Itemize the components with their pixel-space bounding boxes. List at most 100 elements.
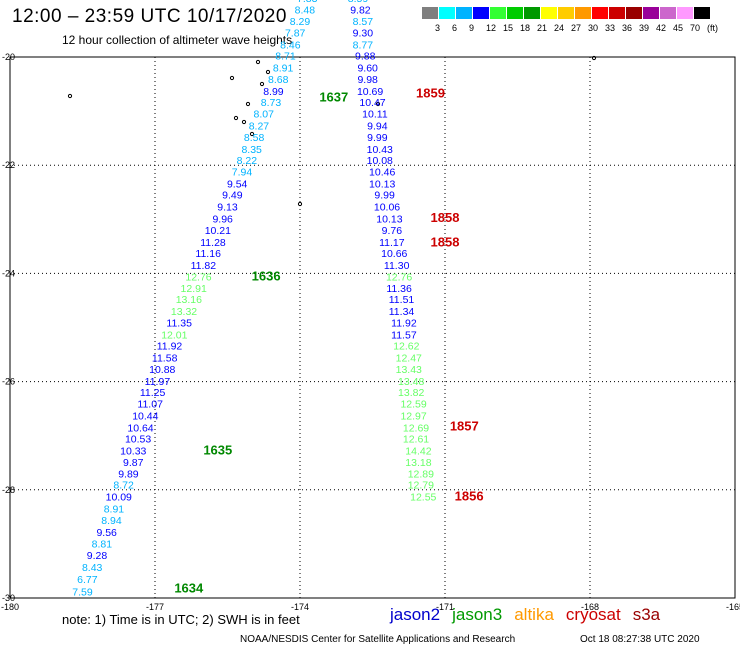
wave-height-label: 8.99 <box>263 86 284 98</box>
wave-height-label: 7.59 <box>72 586 93 598</box>
wave-height-label: 7.94 <box>232 166 253 178</box>
wave-height-label: 9.82 <box>350 5 371 17</box>
colorbar-swatch <box>524 7 540 19</box>
wave-height-label: 10.66 <box>381 248 407 260</box>
wave-height-label: 11.17 <box>379 237 405 249</box>
wave-height-label: 11.92 <box>391 317 417 329</box>
wave-height-label: 9.76 <box>382 225 403 237</box>
wave-height-label: 11.34 <box>389 306 415 318</box>
wave-height-label: 10.13 <box>376 214 402 226</box>
wave-height-label: 9.89 <box>118 468 139 480</box>
wave-height-label: 10.44 <box>132 410 158 422</box>
wave-height-label: 8.73 <box>261 97 282 109</box>
wave-height-label: 13.43 <box>396 364 422 376</box>
wave-height-label: 12.79 <box>408 480 434 492</box>
colorbar-label: 42 <box>656 23 667 33</box>
footnote: note: 1) Time is in UTC; 2) SWH is in fe… <box>62 612 300 627</box>
wave-height-label: 9.87 <box>123 457 144 469</box>
wave-height-label: 12.76 <box>386 271 412 283</box>
wave-height-label: 9.99 <box>367 132 388 144</box>
pass-time-label: 1859 <box>416 86 445 101</box>
wave-height-label: 12.55 <box>410 492 436 504</box>
x-tick-label: -171 <box>436 602 454 612</box>
wave-height-label: 8.22 <box>237 155 258 167</box>
page-title: 12:00 – 23:59 UTC 10/17/2020 <box>12 6 287 27</box>
wave-height-label: 8.29 <box>290 16 311 28</box>
wave-height-label: 11.92 <box>157 341 183 353</box>
wave-height-label: 12.69 <box>403 422 429 434</box>
wave-height-label: 9.13 <box>217 202 238 214</box>
wave-height-label: 13.48 <box>398 376 424 388</box>
island-outline <box>255 59 261 65</box>
wave-height-label: 11.82 <box>191 260 217 272</box>
colorbar-label: 6 <box>452 23 458 33</box>
wave-height-label: 12.97 <box>400 410 426 422</box>
wave-height-label: 9.96 <box>212 214 233 226</box>
map-frame <box>9 56 736 599</box>
colorbar-label: (ft) <box>707 23 718 33</box>
pass-time-label: 1636 <box>252 268 281 283</box>
wave-height-label: 10.11 <box>362 109 388 121</box>
wave-height-label: 13.18 <box>405 457 431 469</box>
colorbar-label: 9 <box>469 23 475 33</box>
wave-height-label: 10.13 <box>369 178 395 190</box>
wave-height-label: 10.64 <box>127 422 153 434</box>
wave-height-label: 7.83 <box>297 0 318 5</box>
colorbar-swatch <box>490 7 506 19</box>
colorbar-swatch <box>694 7 710 19</box>
colorbar-swatch <box>643 7 659 19</box>
x-tick-label: -180 <box>1 602 19 612</box>
wave-height-label: 8.48 <box>295 5 316 17</box>
wave-height-label: 8.91 <box>104 504 125 516</box>
wave-height-label: 13.32 <box>171 306 197 318</box>
wave-height-label: 10.69 <box>357 86 383 98</box>
island-outline <box>245 101 251 107</box>
wave-height-label: 10.47 <box>359 97 385 109</box>
wave-height-label: 9.60 <box>357 63 378 75</box>
legend-item-jason3: jason3 <box>452 605 503 624</box>
wave-height-label: 12.91 <box>181 283 207 295</box>
y-tick-label: -20 <box>2 52 15 62</box>
colorbar-label: 30 <box>588 23 599 33</box>
colorbar-label: 18 <box>520 23 531 33</box>
wave-height-label: 11.57 <box>391 329 417 341</box>
wave-height-label: 9.94 <box>367 120 388 132</box>
island-outline <box>241 119 247 125</box>
colorbar-label: 27 <box>571 23 582 33</box>
wave-height-label: 10.46 <box>369 166 395 178</box>
wave-height-label: 14.42 <box>405 446 431 458</box>
wave-height-label: 11.51 <box>389 294 415 306</box>
page-subtitle: 12 hour collection of altimeter wave hei… <box>62 33 293 47</box>
wave-height-label: 8.68 <box>268 74 289 86</box>
wave-height-label: 8.72 <box>113 480 134 492</box>
wave-height-label: 11.97 <box>145 376 171 388</box>
y-tick-label: -28 <box>2 485 15 495</box>
wave-height-label: 10.33 <box>120 446 146 458</box>
pass-time-label: 1857 <box>450 418 479 433</box>
colorbar-swatch <box>677 7 693 19</box>
wave-height-label: 8.07 <box>254 109 275 121</box>
y-tick-label: -26 <box>2 377 15 387</box>
colorbar-swatch <box>473 7 489 19</box>
y-tick-label: -30 <box>2 593 15 603</box>
wave-height-label: 11.07 <box>137 399 163 411</box>
colorbar-swatch <box>439 7 455 19</box>
wave-height-label: 12.76 <box>185 271 211 283</box>
wave-height-label: 9.98 <box>357 74 378 86</box>
island-outline <box>233 115 239 121</box>
colorbar-label: 12 <box>486 23 497 33</box>
wave-height-label: 10.08 <box>367 155 393 167</box>
wave-height-label: 12.47 <box>396 353 422 365</box>
pass-time-label: 1858 <box>431 234 460 249</box>
wave-height-label: 10.09 <box>106 492 132 504</box>
wave-height-label: 8.43 <box>82 562 103 574</box>
wave-height-label: 13.82 <box>398 387 424 399</box>
legend-item-s3a: s3a <box>632 605 661 624</box>
wave-height-label: 8.94 <box>101 515 122 527</box>
wave-height-label: 11.30 <box>384 260 410 272</box>
wave-height-label: 12.61 <box>403 434 429 446</box>
wave-height-label: 11.58 <box>152 353 178 365</box>
colorbar-label: 36 <box>622 23 633 33</box>
x-tick-label: -174 <box>291 602 309 612</box>
wave-height-label: 8.59 <box>348 0 369 5</box>
